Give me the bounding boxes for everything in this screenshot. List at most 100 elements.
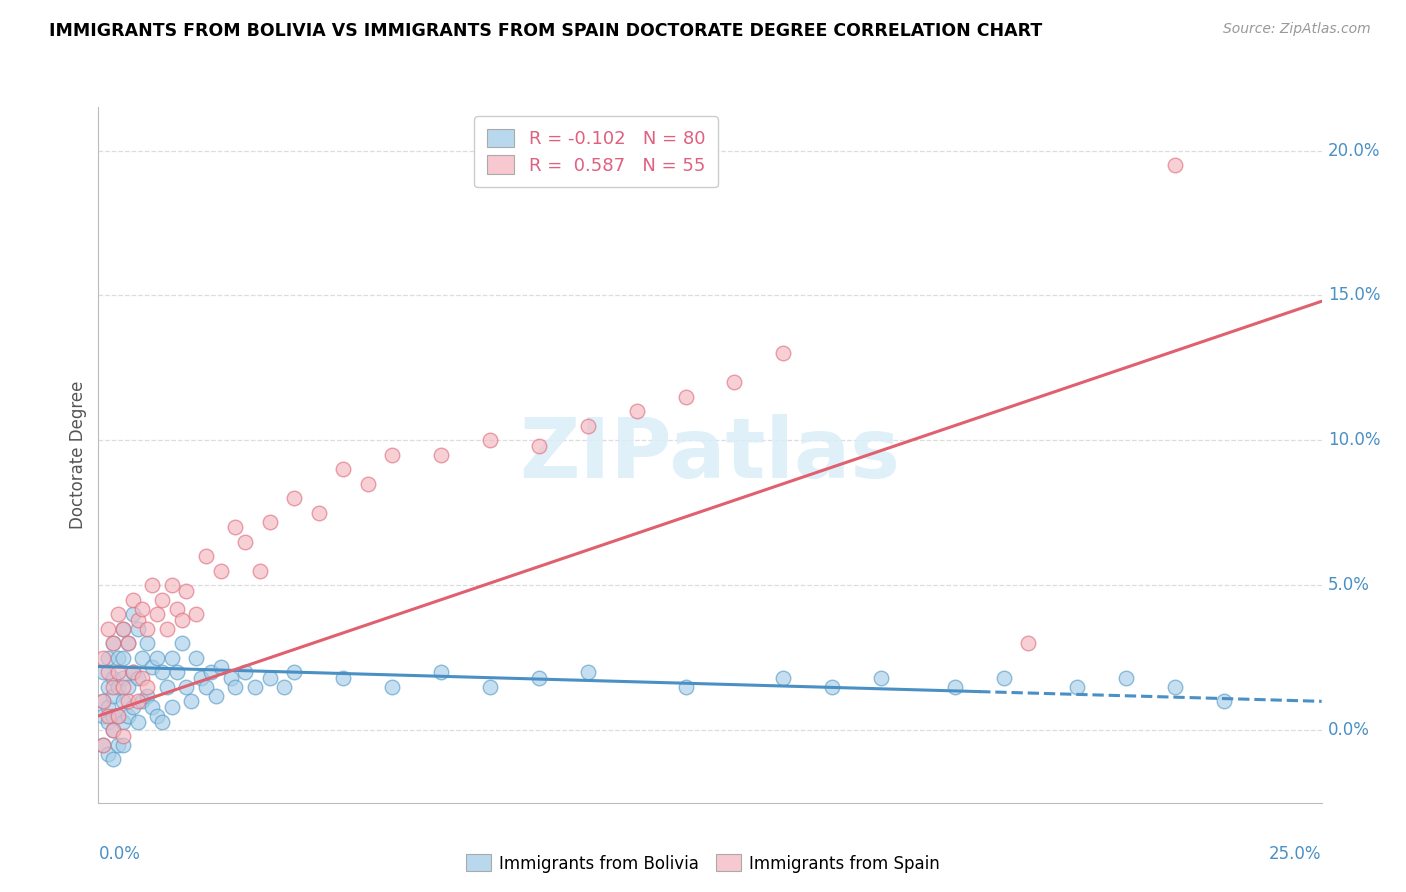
- Point: [101, 752, 124, 766]
- Point: [166, 665, 188, 680]
- Point: [111, 738, 134, 752]
- Point: [205, 689, 228, 703]
- Point: [97, 708, 120, 723]
- Point: [91, 694, 114, 708]
- Point: [141, 578, 163, 592]
- Point: [91, 738, 114, 752]
- Point: [117, 636, 139, 650]
- Point: [111, 680, 134, 694]
- Point: [259, 515, 281, 529]
- Point: [478, 434, 501, 448]
- Text: ZIPatlas: ZIPatlas: [520, 415, 900, 495]
- Point: [97, 700, 120, 714]
- Legend: Immigrants from Bolivia, Immigrants from Spain: Immigrants from Bolivia, Immigrants from…: [460, 847, 946, 880]
- Point: [943, 680, 966, 694]
- Point: [1164, 158, 1187, 172]
- Point: [1212, 694, 1234, 708]
- Point: [121, 607, 143, 622]
- Point: [117, 680, 139, 694]
- Point: [101, 680, 124, 694]
- Point: [97, 665, 120, 680]
- Point: [107, 708, 129, 723]
- Point: [150, 592, 173, 607]
- Point: [127, 671, 149, 685]
- Point: [195, 549, 218, 564]
- Point: [381, 448, 404, 462]
- Point: [283, 665, 305, 680]
- Point: [111, 651, 134, 665]
- Point: [111, 714, 134, 729]
- Point: [107, 680, 129, 694]
- Point: [430, 448, 453, 462]
- Point: [91, 738, 114, 752]
- Point: [160, 578, 183, 592]
- Point: [101, 636, 124, 650]
- Point: [527, 671, 550, 685]
- Point: [150, 714, 173, 729]
- Point: [478, 680, 501, 694]
- Point: [233, 665, 256, 680]
- Point: [91, 665, 114, 680]
- Point: [107, 607, 129, 622]
- Point: [160, 651, 183, 665]
- Point: [870, 671, 893, 685]
- Point: [170, 636, 193, 650]
- Point: [127, 613, 149, 627]
- Point: [527, 439, 550, 453]
- Point: [107, 738, 129, 752]
- Y-axis label: Doctorate Degree: Doctorate Degree: [69, 381, 87, 529]
- Point: [219, 671, 242, 685]
- Point: [146, 708, 169, 723]
- Point: [180, 694, 202, 708]
- Text: 25.0%: 25.0%: [1270, 845, 1322, 863]
- Point: [356, 476, 378, 491]
- Point: [675, 680, 697, 694]
- Point: [176, 584, 198, 599]
- Point: [127, 694, 149, 708]
- Point: [117, 694, 139, 708]
- Point: [131, 694, 153, 708]
- Point: [186, 651, 208, 665]
- Point: [97, 651, 120, 665]
- Text: Source: ZipAtlas.com: Source: ZipAtlas.com: [1223, 22, 1371, 37]
- Point: [121, 665, 143, 680]
- Point: [821, 680, 844, 694]
- Point: [136, 636, 159, 650]
- Point: [146, 651, 169, 665]
- Point: [111, 729, 134, 743]
- Text: 15.0%: 15.0%: [1327, 286, 1381, 304]
- Point: [111, 671, 134, 685]
- Point: [200, 665, 222, 680]
- Point: [131, 651, 153, 665]
- Point: [332, 462, 354, 476]
- Point: [259, 671, 281, 685]
- Point: [993, 671, 1015, 685]
- Point: [249, 564, 271, 578]
- Point: [1115, 671, 1137, 685]
- Point: [107, 708, 129, 723]
- Point: [97, 714, 120, 729]
- Legend: R = -0.102   N = 80, R =  0.587   N = 55: R = -0.102 N = 80, R = 0.587 N = 55: [474, 116, 717, 187]
- Point: [146, 607, 169, 622]
- Point: [107, 651, 129, 665]
- Point: [101, 636, 124, 650]
- Point: [576, 419, 599, 434]
- Point: [101, 689, 124, 703]
- Point: [91, 651, 114, 665]
- Point: [121, 665, 143, 680]
- Point: [233, 534, 256, 549]
- Point: [156, 622, 179, 636]
- Point: [101, 708, 124, 723]
- Point: [209, 564, 232, 578]
- Point: [127, 714, 149, 729]
- Point: [1066, 680, 1088, 694]
- Point: [127, 622, 149, 636]
- Point: [209, 659, 232, 673]
- Point: [101, 723, 124, 738]
- Point: [121, 592, 143, 607]
- Point: [111, 622, 134, 636]
- Point: [111, 694, 134, 708]
- Point: [136, 680, 159, 694]
- Point: [166, 601, 188, 615]
- Point: [141, 659, 163, 673]
